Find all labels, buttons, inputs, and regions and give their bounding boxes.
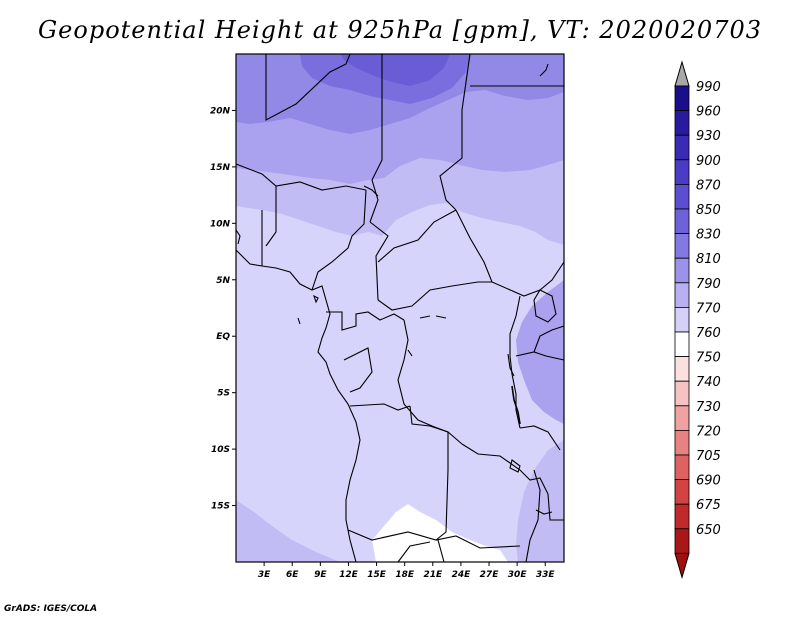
colorbar-top-arrow [674,60,690,87]
colorbar-label: 990 [696,80,721,95]
colorbar-label: 830 [696,228,721,243]
latitude-axis: 20N 15N 10N 5N EQ 5S 10S 15S [210,106,236,512]
map-frame [235,53,565,563]
lon-tick-label: 9E [314,570,327,580]
lon-tick-label: 33E [536,570,556,580]
colorbar-label: 690 [696,474,721,489]
colorbar-swatch [674,306,690,333]
contour-band-east [516,280,564,424]
longitude-axis: 3E 6E 9E 12E 15E 18E 21E 24E 27E 30E 33E [258,562,556,580]
colorbar-swatch [674,183,690,210]
grads-credit: GrADS: IGES/COLA [4,604,98,614]
colorbar-swatch [674,159,690,185]
colorbar-label: 790 [696,277,721,292]
contour-band-770-south [372,504,508,562]
colorbar-swatch [674,208,690,235]
lat-tick-label: 20N [210,106,231,116]
colorbar-label: 740 [696,375,721,390]
colorbar-swatch [674,454,690,481]
lat-tick-label: 15S [211,502,230,512]
colorbar-swatch [674,356,690,382]
map-panel [235,53,565,563]
colorbar-label: 770 [696,301,721,316]
colorbar-swatch [674,282,690,308]
colorbar-swatch [674,479,690,505]
colorbar-label: 720 [696,424,721,439]
contour-band-870 [340,54,450,86]
lat-tick-label: 5N [216,276,230,286]
colorbar-swatch [674,134,690,161]
colorbar-swatch [674,110,690,136]
lat-tick-label: 10N [210,219,231,229]
contour-band-790-sw [236,500,340,562]
contour-band-790-se [516,440,564,562]
lat-tick-label: EQ [216,332,230,342]
lon-tick-label: 15E [367,570,387,580]
colorbar-swatch [674,233,690,259]
lon-tick-label: 27E [480,570,500,580]
lat-tick-label: 15N [210,163,231,173]
lat-tick-label: 5S [217,389,230,399]
colorbar-label: 650 [696,523,721,538]
colorbar-label: 870 [696,178,721,193]
colorbar-label: 760 [696,326,721,341]
colorbar-swatch [674,257,690,284]
lon-tick-label: 6E [286,570,299,580]
colorbar-swatch [674,503,690,530]
country-borders [235,53,565,563]
colorbar-label: 900 [696,154,721,169]
lon-tick-label: 30E [508,570,528,580]
colorbar-label: 810 [696,252,721,267]
lat-tick-label: 10S [211,445,230,455]
colorbar: 990 960 930 900 870 850 830 810 790 770 760 750 740 7… [674,60,721,580]
colorbar-swatch [674,528,690,554]
colorbar-bottom-arrow [674,552,690,580]
colorbar-swatch [674,331,690,358]
colorbar-label: 850 [696,203,721,218]
colorbar-swatch [674,429,690,456]
map-title: Geopotential Height at 925hPa [gpm], VT:… [38,16,762,44]
colorbar-swatch [674,405,690,431]
colorbar-label: 675 [696,498,721,513]
colorbar-label: 960 [696,105,721,120]
colorbar-swatch [674,85,690,112]
lon-tick-label: 3E [258,570,271,580]
colorbar-label: 705 [696,449,721,464]
colorbar-label: 730 [696,400,721,415]
colorbar-label: 930 [696,129,721,144]
lon-tick-label: 21E [423,570,443,580]
lon-tick-label: 18E [395,570,415,580]
colorbar-swatch [674,380,690,407]
colorbar-label: 750 [696,351,721,366]
lon-tick-label: 12E [339,570,359,580]
lon-tick-label: 24E [452,570,472,580]
